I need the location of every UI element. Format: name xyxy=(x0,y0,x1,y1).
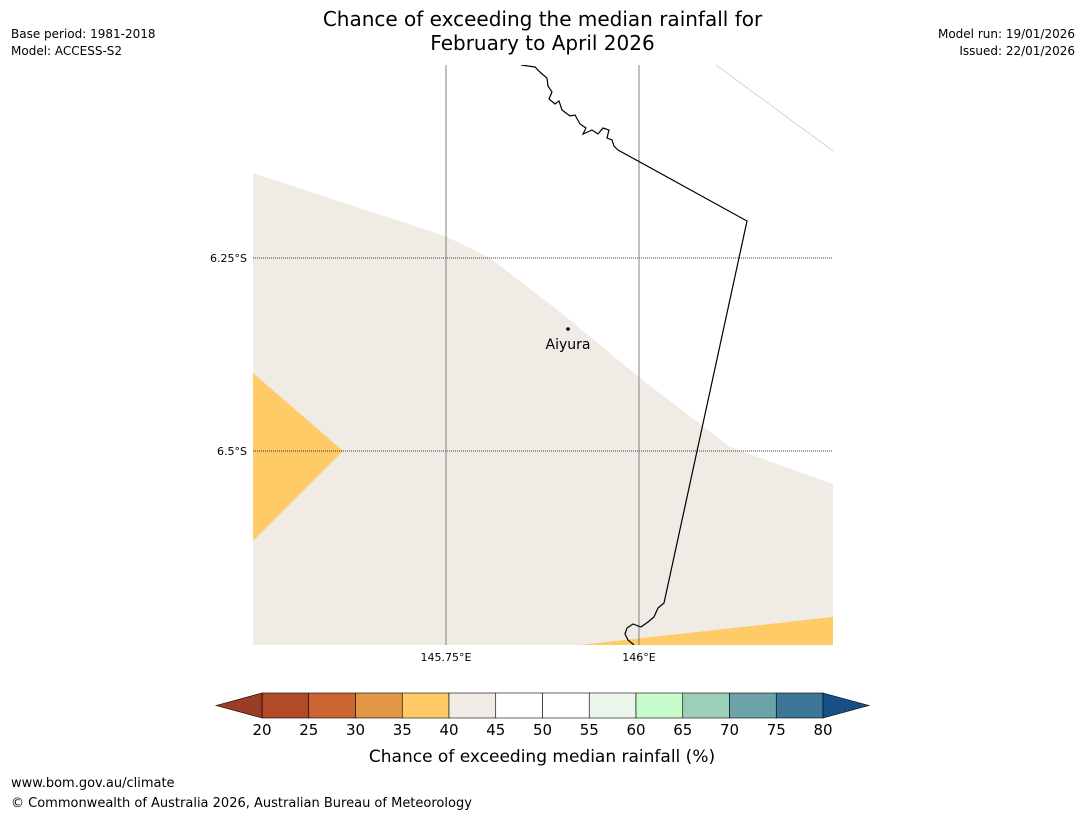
colorbar-over-arrow xyxy=(822,692,871,719)
colorbar-tick-55: 55 xyxy=(580,721,599,739)
probability-band-35-40-west xyxy=(253,373,343,541)
lat-label-6-25s: 6.25°S xyxy=(210,252,247,265)
colorbar-bin-30-35 xyxy=(355,692,403,719)
colorbar-tick-75: 75 xyxy=(767,721,786,739)
model-name-text: Model: ACCESS-S2 xyxy=(11,44,123,58)
lon-label-145-75e: 145.75°E xyxy=(421,651,472,664)
colorbar-bins xyxy=(261,692,824,719)
colorbar-tick-20: 20 xyxy=(252,721,271,739)
colorbar-bin-75-80 xyxy=(775,692,824,719)
colorbar-bin-45-50 xyxy=(495,692,543,719)
colorbar-bin-50-55 xyxy=(542,692,590,719)
colorbar-bin-65-70 xyxy=(682,692,730,719)
lat-label-6-5s: 6.5°S xyxy=(217,445,247,458)
colorbar-bin-20-25 xyxy=(261,692,310,719)
copyright-text: © Commonwealth of Australia 2026, Austra… xyxy=(11,796,472,811)
colorbar-ticks: 20 25 30 35 40 45 50 55 60 65 70 75 80 xyxy=(252,721,832,739)
probability-band-40-45 xyxy=(253,173,833,645)
lon-label-146e: 146°E xyxy=(622,651,655,664)
coastline-boundary xyxy=(520,65,748,645)
model-run-text: Model run: 19/01/2026 xyxy=(937,27,1075,41)
colorbar-tick-45: 45 xyxy=(486,721,505,739)
colorbar-tick-65: 65 xyxy=(673,721,692,739)
colorbar-tick-50: 50 xyxy=(533,721,552,739)
colorbar-tick-40: 40 xyxy=(439,721,458,739)
northeast-boundary-line xyxy=(715,65,833,152)
issued-date-text: Issued: 22/01/2026 xyxy=(959,44,1075,58)
colorbar-bin-35-40 xyxy=(401,692,450,719)
colorbar-bin-25-30 xyxy=(308,692,356,719)
base-period-text: Base period: 1981-2018 xyxy=(11,27,156,41)
rainfall-probability-layer xyxy=(253,65,833,645)
colorbar-bin-40-45 xyxy=(448,692,497,719)
figure-title-line-1: Chance of exceeding the median rainfall … xyxy=(322,7,763,31)
colorbar-tick-80: 80 xyxy=(813,721,832,739)
colorbar-tick-60: 60 xyxy=(626,721,645,739)
colorbar-tick-35: 35 xyxy=(393,721,412,739)
colorbar-tick-25: 25 xyxy=(299,721,318,739)
colorbar-tick-30: 30 xyxy=(346,721,365,739)
colorbar-bin-60-65 xyxy=(635,692,684,719)
colorbar-under-arrow xyxy=(214,692,263,719)
figure-title-line-2: February to April 2026 xyxy=(430,31,655,55)
place-label-aiyura: Aiyura xyxy=(546,337,591,353)
website-link[interactable]: www.bom.gov.au/climate xyxy=(11,776,175,791)
probability-band-35-40-south xyxy=(580,617,833,645)
colorbar-label: Chance of exceeding median rainfall (%) xyxy=(369,747,715,767)
colorbar-bin-70-75 xyxy=(729,692,777,719)
colorbar-tick-70: 70 xyxy=(720,721,739,739)
colorbar-bin-55-60 xyxy=(588,692,637,719)
location-dot-icon xyxy=(566,327,570,331)
